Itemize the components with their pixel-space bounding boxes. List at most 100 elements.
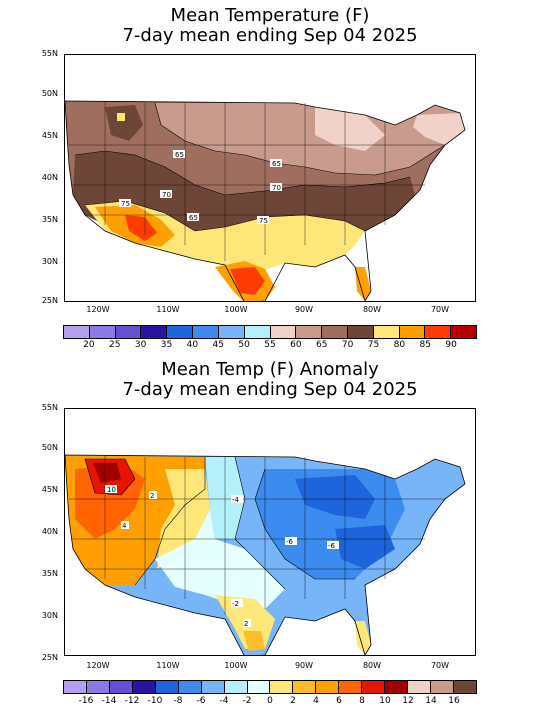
panel1-lon-label: 90W [294, 305, 314, 314]
panel2-state-lines [69, 455, 445, 615]
legend-swatch [451, 326, 476, 338]
legend-swatch [218, 326, 245, 338]
legend-label: 2 [290, 696, 296, 706]
panel2-lat-label: 25N [41, 653, 58, 662]
panel1-lon-label: 120W [86, 305, 110, 314]
panel2-contour-label: 2 [150, 492, 154, 500]
panel1-map-svg: 65 65 70 70 75 65 75 [65, 100, 466, 301]
panel1-lat-label: 40N [41, 173, 58, 182]
panel2-lat-label: 30N [41, 611, 58, 620]
legend-label: 6 [336, 696, 342, 706]
panel1-lat-label: 55N [41, 49, 58, 58]
panel1-lon-label: 100W [224, 305, 248, 314]
panel2-lat-label: 40N [41, 527, 58, 536]
panel2-title-line1: Mean Temp (F) Anomaly [161, 359, 379, 380]
panel1-contour-labels: 65 65 70 70 75 65 75 [119, 150, 282, 225]
legend-swatch [362, 681, 386, 693]
legend-label: 70 [341, 340, 354, 350]
legend-swatch [293, 681, 317, 693]
legend-label: -2 [242, 696, 252, 706]
panel2-title-line2: 7-day mean ending Sep 04 2025 [122, 379, 418, 400]
legend-swatch [385, 681, 409, 693]
legend-swatch [270, 326, 297, 338]
panel2-lat-label: 45N [41, 485, 58, 494]
panel1-lat-label: 30N [41, 257, 58, 266]
panel1-region-ne [315, 107, 385, 151]
panel1-state-lines [69, 101, 445, 261]
legend-swatch [201, 681, 225, 693]
panel2-us-outline [65, 454, 466, 655]
legend-swatch [224, 681, 248, 693]
legend-label: 16 [448, 696, 460, 706]
panel1-region-orange-fl [355, 267, 371, 301]
panel2-contour-label: 4 [122, 522, 127, 530]
panel2-contour-label: 2 [244, 620, 248, 628]
legend-label: 0 [267, 696, 273, 706]
legend-label: -6 [196, 696, 206, 706]
panel2-map-svg: 10 2 4 -4 -6 -6 -2 2 [65, 454, 466, 655]
legend-label: -8 [173, 696, 183, 706]
panel1-lon-label: 110W [156, 305, 180, 314]
legend-swatch [178, 681, 202, 693]
legend-swatch [141, 326, 168, 338]
legend-swatch [109, 681, 133, 693]
panel1-contour-label: 65 [189, 214, 198, 222]
panel1-contour-label: 65 [175, 151, 184, 159]
panel2-color-legend [63, 680, 477, 694]
panel1-region-north [155, 103, 465, 175]
panel2-contour-label: -2 [232, 600, 239, 608]
legend-label: 12 [402, 696, 414, 706]
legend-label: -12 [124, 696, 140, 706]
panel2-lat-label: 35N [41, 569, 58, 578]
legend-label: 10 [379, 696, 391, 706]
legend-label: -4 [219, 696, 229, 706]
panel1-region-ne2 [413, 113, 465, 145]
legend-swatch [431, 681, 454, 693]
panel2-contour [134, 457, 206, 586]
legend-label: 40 [186, 340, 199, 350]
legend-swatch [86, 681, 110, 693]
panel2-contour-label: -4 [232, 496, 240, 504]
legend-label: 50 [238, 340, 250, 350]
panel1-lat-label: 25N [41, 296, 58, 305]
panel2-lat-label: 55N [41, 403, 58, 412]
panel1-title-line2: 7-day mean ending Sep 04 2025 [122, 25, 418, 46]
panel2-lon-label: 70W [430, 661, 450, 670]
panel2-lon-label: 90W [294, 661, 314, 670]
panel2-region-south-orange [243, 631, 265, 651]
legend-label: 20 [83, 340, 95, 350]
legend-swatch [132, 681, 156, 693]
panel2-lat-label: 50N [41, 443, 58, 452]
legend-label: 4 [313, 696, 319, 706]
legend-swatch [425, 326, 452, 338]
panel2-lon-label: 80W [362, 661, 382, 670]
legend-label: 55 [264, 340, 276, 350]
legend-label: 60 [290, 340, 302, 350]
panel1-color-legend [63, 325, 477, 339]
legend-label: 45 [212, 340, 224, 350]
panel1-contour-label: 75 [121, 200, 130, 208]
panel2-lon-label: 110W [156, 661, 180, 670]
legend-label: -14 [101, 696, 117, 706]
panel2-contour-label: 10 [107, 486, 116, 494]
panel1-contour-label: 70 [272, 184, 281, 192]
panel1-map: 65 65 70 70 75 65 75 [64, 54, 476, 302]
legend-swatch [296, 326, 323, 338]
legend-swatch [399, 326, 426, 338]
panel1-contour-label: 65 [272, 160, 281, 168]
panel2-region-ohio-dark [335, 525, 395, 569]
legend-label: 8 [359, 696, 365, 706]
legend-label: 90 [445, 340, 457, 350]
legend-swatch [64, 681, 87, 693]
panel1-region-rockies [105, 105, 143, 141]
legend-swatch [115, 326, 142, 338]
panel2-region-west-yellow [157, 469, 210, 569]
legend-label: 30 [134, 340, 147, 350]
legend-swatch [193, 326, 219, 338]
panel2-region-east-dark [295, 475, 375, 519]
legend-swatch [316, 681, 340, 693]
panel2-contour-labels: 10 2 4 -4 -6 -6 -2 2 [105, 485, 339, 628]
panel2-region-central-pale [155, 509, 285, 609]
panel2-map: 10 2 4 -4 -6 -6 -2 2 [64, 408, 476, 656]
legend-label: 75 [367, 340, 380, 350]
